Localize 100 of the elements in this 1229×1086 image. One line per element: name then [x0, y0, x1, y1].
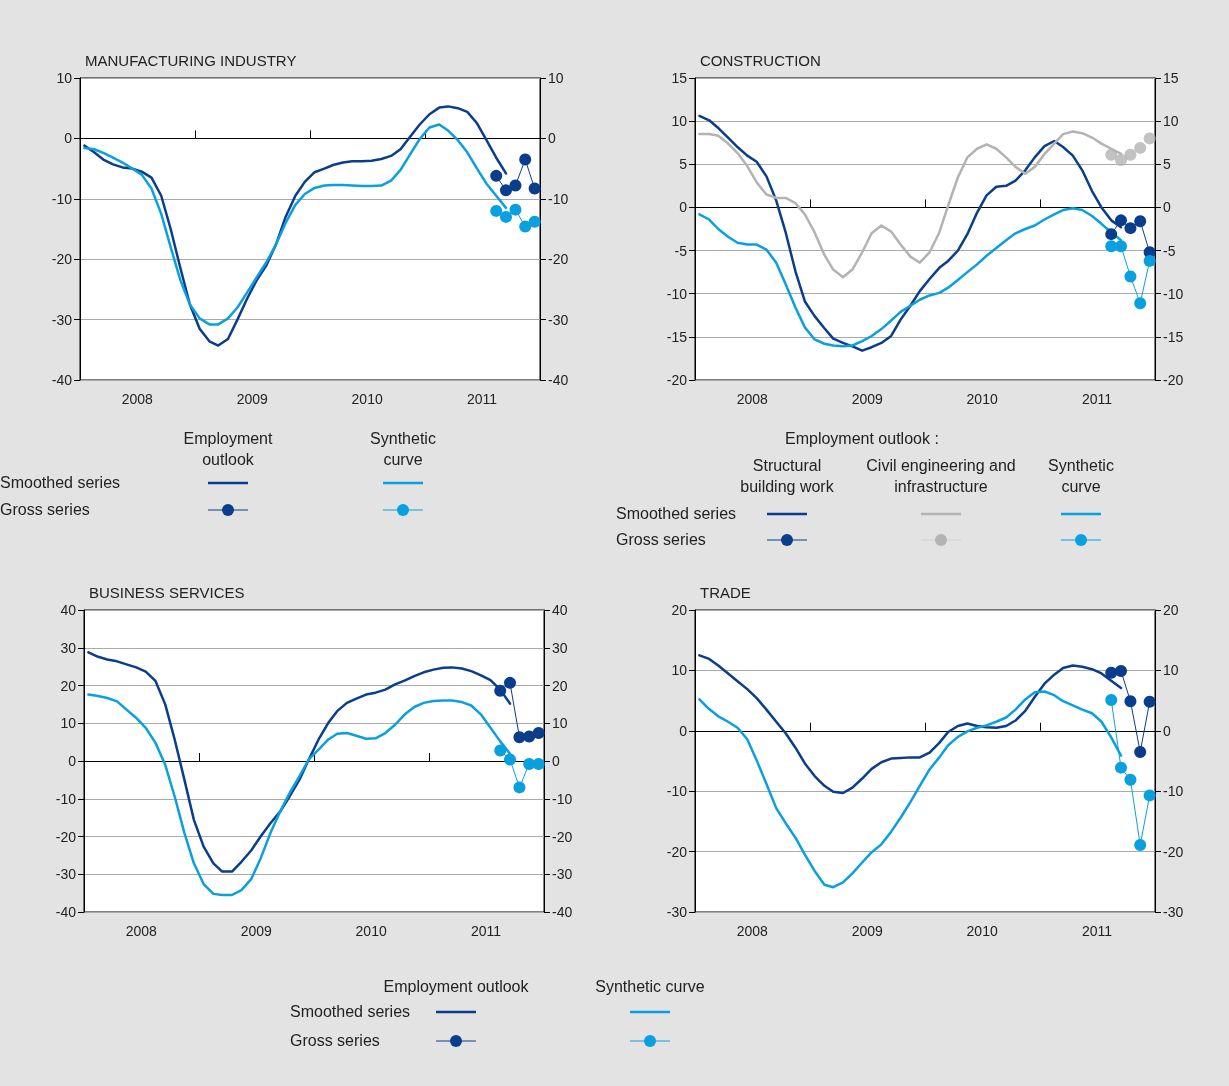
point	[1115, 761, 1127, 774]
y-tick-label: 10	[671, 662, 688, 679]
x-tick-label: 2010	[355, 923, 387, 939]
point	[1134, 141, 1147, 154]
point	[1143, 254, 1156, 267]
y-tick-label: -30	[55, 866, 77, 883]
y-tick-label: -20	[55, 828, 77, 845]
x-tick-label: 2011	[1082, 391, 1113, 407]
x-tick-label: 2009	[851, 923, 883, 939]
y-tick-label: -10	[55, 790, 77, 807]
y2-tick-label: 10	[1163, 662, 1179, 679]
x-tick-label: 2010	[966, 923, 998, 939]
chart-title: MANUFACTURING INDUSTRY	[85, 52, 297, 69]
y2-tick-label: -10	[552, 790, 573, 807]
text: Gross series	[616, 530, 706, 550]
y2-tick-label: 0	[548, 130, 556, 147]
y-tick-label: 0	[679, 722, 688, 739]
line-series	[83, 123, 508, 326]
y2-tick-label: -30	[1163, 904, 1184, 920]
text: Employment outlook	[182, 429, 274, 470]
point	[513, 781, 526, 794]
point	[1124, 148, 1137, 161]
y2-tick-label: 0	[552, 753, 560, 769]
y2-tick-label: -30	[548, 311, 569, 328]
y-tick-label: -10	[666, 783, 688, 800]
x-tick-label: 2009	[236, 391, 268, 407]
y2-tick-label: -40	[548, 372, 569, 388]
point	[1143, 695, 1156, 708]
y-tick-label: -15	[666, 328, 688, 345]
point	[494, 684, 507, 697]
y-tick-label: 0	[679, 199, 688, 216]
point	[1143, 132, 1156, 145]
y-tick-label: -20	[666, 372, 688, 388]
point	[1115, 665, 1127, 677]
y-tick-label: -30	[51, 311, 73, 328]
point	[1124, 222, 1137, 235]
y2-tick-label: -30	[552, 866, 573, 883]
point	[509, 203, 522, 216]
point	[1124, 773, 1137, 786]
y-tick-label: -30	[666, 904, 688, 920]
text: Structural building work	[739, 456, 835, 497]
y2-tick-label: 0	[1163, 722, 1171, 739]
text: Smoothed series	[0, 473, 121, 493]
text: Gross series	[0, 500, 90, 520]
y-tick-label: 20	[60, 677, 77, 694]
line-series	[83, 105, 508, 347]
y2-tick-label: -10	[548, 190, 569, 207]
y-tick-label: -5	[674, 242, 688, 259]
y-tick-label: 10	[60, 715, 77, 732]
text: Gross series	[290, 1031, 380, 1051]
y2-tick-label: -10	[1163, 783, 1184, 800]
line-series	[698, 654, 1123, 795]
text: Employment outlook :	[785, 429, 939, 449]
point	[504, 753, 516, 766]
x-tick-label: 2010	[351, 391, 383, 407]
point	[1134, 215, 1147, 228]
point	[1105, 228, 1118, 241]
x-tick-label: 2011	[471, 923, 502, 939]
y-tick-label: -10	[666, 285, 688, 302]
x-tick-label: 2008	[121, 391, 154, 407]
point	[1134, 838, 1147, 851]
point	[1115, 240, 1127, 253]
y-tick-label: 0	[64, 130, 73, 147]
y2-tick-label: 20	[552, 677, 568, 694]
text: Civil engineering and infrastructure	[865, 456, 1017, 497]
y-tick-label: -40	[51, 372, 73, 388]
point	[532, 727, 545, 740]
chart-title: TRADE	[700, 584, 751, 601]
text: Employment outlook	[382, 977, 530, 997]
point	[1115, 214, 1127, 227]
point	[1105, 666, 1118, 679]
point	[528, 215, 541, 228]
y2-tick-label: 30	[552, 639, 568, 656]
y-tick-label: 5	[679, 156, 688, 173]
x-tick-label: 2008	[736, 923, 769, 939]
y2-tick-label: 40	[552, 602, 568, 618]
y-tick-label: -20	[666, 843, 688, 860]
text: Synthetic curve	[594, 977, 706, 997]
x-tick-label: 2011	[1082, 923, 1113, 939]
y2-tick-label: 10	[548, 70, 564, 86]
text: Smoothed series	[616, 504, 737, 524]
y2-tick-label: -10	[1163, 285, 1184, 302]
y-tick-label: -40	[55, 904, 77, 920]
point	[519, 153, 532, 166]
x-tick-label: 2010	[966, 391, 998, 407]
y2-tick-label: -40	[552, 904, 573, 920]
y2-tick-label: 10	[552, 715, 568, 732]
point	[504, 676, 516, 689]
y-tick-label: 30	[60, 639, 77, 656]
y-tick-label: 40	[60, 602, 77, 618]
y2-tick-label: -20	[548, 251, 569, 268]
y2-tick-label: -5	[1163, 242, 1176, 259]
y2-tick-label: -20	[1163, 843, 1184, 860]
point	[1134, 297, 1147, 310]
point	[1124, 695, 1137, 708]
point	[528, 182, 541, 195]
x-tick-label: 2009	[240, 923, 272, 939]
y-tick-label: 15	[671, 70, 688, 86]
y-tick-label: 10	[56, 70, 73, 86]
x-tick-label: 2009	[851, 391, 883, 407]
